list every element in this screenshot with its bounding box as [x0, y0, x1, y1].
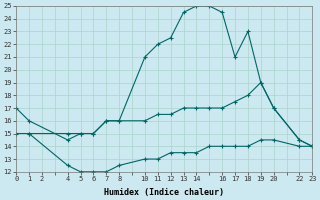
X-axis label: Humidex (Indice chaleur): Humidex (Indice chaleur) — [104, 188, 224, 197]
